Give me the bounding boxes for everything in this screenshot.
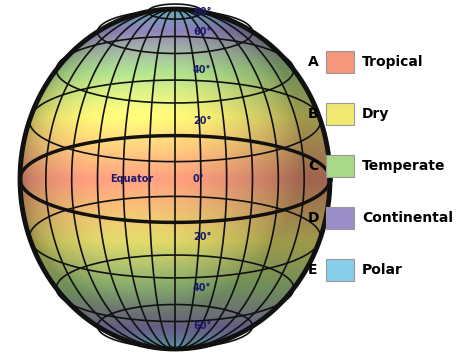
Text: Equator: Equator (110, 174, 153, 184)
Text: 80°: 80° (193, 6, 211, 16)
Text: Temperate: Temperate (362, 159, 446, 173)
Bar (326, 51, 354, 73)
Text: E: E (308, 263, 318, 277)
Text: 20°: 20° (193, 232, 211, 242)
Text: A: A (308, 55, 319, 69)
Text: D: D (308, 211, 319, 225)
Text: B: B (308, 107, 319, 121)
Text: Continental: Continental (362, 211, 453, 225)
Bar (326, 155, 354, 177)
Bar (326, 207, 354, 229)
Bar (326, 103, 354, 125)
Text: Polar: Polar (362, 263, 403, 277)
Text: C: C (308, 159, 318, 173)
Text: 40°: 40° (193, 65, 211, 75)
Bar (326, 259, 354, 281)
Text: Tropical: Tropical (362, 55, 423, 69)
Text: 60°: 60° (193, 27, 211, 37)
Text: Dry: Dry (362, 107, 389, 121)
Text: 0°: 0° (193, 174, 205, 184)
Text: 40°: 40° (193, 283, 211, 293)
Text: 60°: 60° (193, 321, 211, 331)
Text: 20°: 20° (193, 116, 211, 126)
